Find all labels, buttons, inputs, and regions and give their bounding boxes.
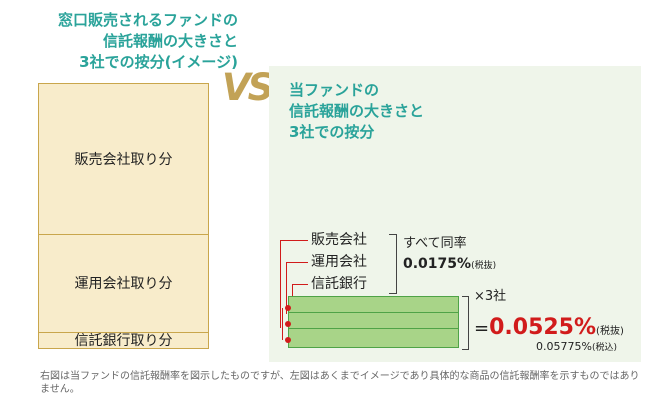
brace-bracket	[389, 234, 397, 294]
connector-line	[280, 240, 308, 241]
left-title-line2: 信託報酬の大きさと	[102, 32, 238, 50]
green-divider	[289, 328, 458, 329]
connector-dot	[285, 321, 291, 327]
fund-fee-box	[288, 296, 459, 348]
right-title-line3: 3社での按分	[289, 123, 375, 141]
segment-management-label: 運用会社取り分	[74, 276, 173, 292]
right-title-line2: 信託報酬の大きさと	[289, 102, 425, 120]
label-management: 運用会社	[311, 254, 367, 270]
left-fee-box: 販売会社取り分 運用会社取り分 信託銀行取り分	[38, 83, 209, 349]
total-incl-note: (税込)	[591, 343, 617, 353]
right-title-line1: 当ファンドの	[289, 81, 380, 99]
segment-sales-label: 販売会社取り分	[74, 152, 173, 168]
total-incl-group: 0.05775%(税込)	[536, 340, 617, 353]
label-sales: 販売会社	[311, 232, 367, 248]
equals-sign: =	[474, 318, 490, 339]
segment-trust: 信託銀行取り分	[39, 332, 208, 349]
segment-divider	[39, 332, 208, 333]
segment-divider	[39, 234, 208, 235]
same-rate-text: すべて同率	[403, 236, 467, 251]
right-title: 当ファンドの 信託報酬の大きさと 3社での按分	[289, 80, 489, 143]
connector-dot	[285, 337, 291, 343]
label-trust: 信託銀行	[311, 276, 367, 292]
total-tax-note: (税抜)	[596, 326, 624, 337]
connector-line	[286, 262, 308, 263]
connector-line	[282, 308, 283, 340]
total-value: 0.0525%	[489, 315, 597, 340]
brace-bracket	[462, 296, 469, 350]
rate-value-group: 0.0175%(税抜)	[403, 256, 496, 272]
left-title-line3: 3社での按分(イメージ)	[79, 53, 238, 71]
segment-trust-label: 信託銀行取り分	[74, 333, 173, 349]
vs-mark: VS	[222, 66, 274, 109]
connector-dot	[285, 305, 291, 311]
rate-tax-note: (税抜)	[471, 261, 497, 271]
times-three-text: ×3社	[474, 289, 507, 304]
segment-management: 運用会社取り分	[39, 234, 208, 332]
left-title-line1: 窓口販売されるファンドの	[57, 11, 238, 29]
rate-value: 0.0175%	[403, 256, 472, 272]
connector-line	[280, 240, 281, 328]
connector-line	[286, 262, 287, 314]
total-incl-value: 0.05775%	[536, 340, 592, 353]
footnote: 右図は当ファンドの信託報酬率を図示したものですが、左図はあくまでイメージであり具…	[40, 371, 640, 395]
segment-sales: 販売会社取り分	[39, 84, 208, 234]
total-group: =0.0525%(税抜)	[474, 315, 624, 340]
connector-line	[292, 284, 308, 285]
green-divider	[289, 312, 458, 313]
left-title: 窓口販売されるファンドの 信託報酬の大きさと 3社での按分(イメージ)	[18, 10, 238, 73]
